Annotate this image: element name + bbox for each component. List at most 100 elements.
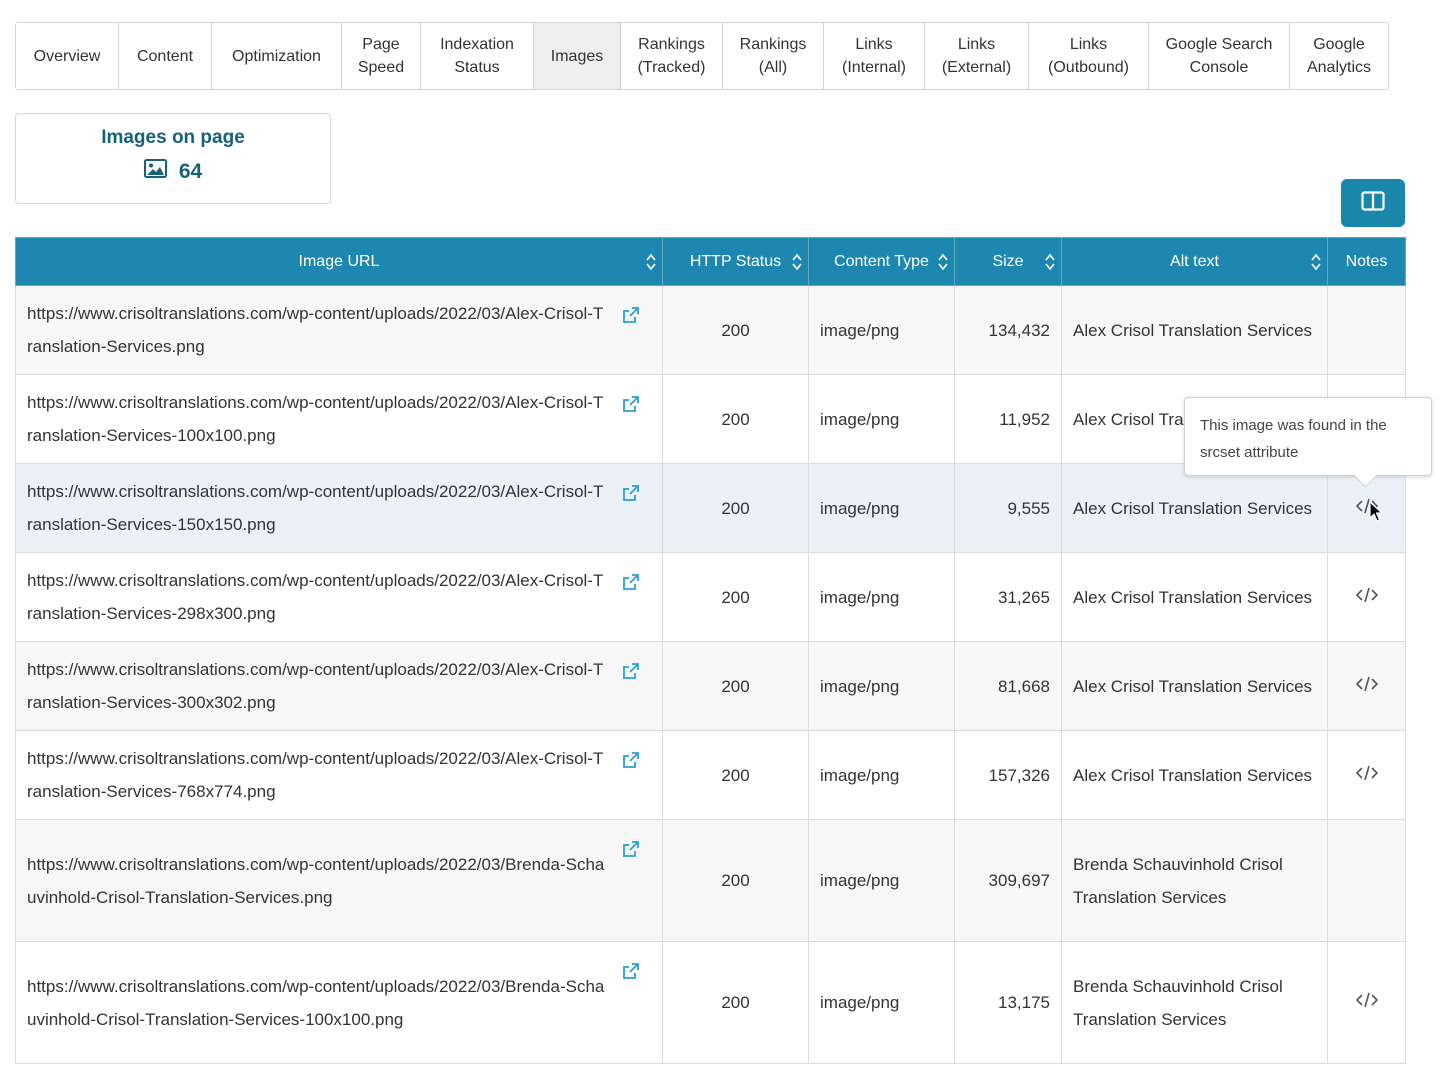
notes-cell [1327, 552, 1406, 642]
image-url-cell: https://www.crisoltranslations.com/wp-co… [15, 941, 663, 1064]
mouse-cursor-icon [1369, 501, 1383, 528]
http-status-cell: 200 [662, 285, 809, 375]
tab-google-analytics[interactable]: Google Analytics [1306, 36, 1372, 76]
size-cell: 31,265 [954, 552, 1062, 642]
content-type-cell: image/png [808, 641, 955, 731]
external-link-icon[interactable] [622, 302, 640, 335]
table-row: https://www.crisoltranslations.com/wp-co… [15, 641, 1406, 731]
alt-text-cell: Alex Crisol Translation Services [1061, 641, 1328, 731]
images-summary-card: Images on page 64 [15, 113, 331, 204]
code-icon[interactable] [1355, 992, 1379, 1012]
tab-content[interactable]: Content [119, 23, 212, 89]
content-type-cell: image/png [808, 941, 955, 1064]
table-row: https://www.crisoltranslations.com/wp-co… [15, 463, 1406, 553]
srcset-tooltip: This image was found in the srcset attri… [1184, 397, 1432, 476]
column-header-label: Alt text [1170, 252, 1219, 270]
column-toggle-button[interactable] [1341, 179, 1405, 227]
notes-cell [1327, 285, 1406, 375]
column-header-alt-text[interactable]: Alt text [1061, 237, 1328, 286]
column-header-label: Size [992, 252, 1024, 270]
code-icon[interactable] [1355, 676, 1379, 696]
image-url: https://www.crisoltranslations.com/wp-co… [27, 482, 604, 534]
content-type-cell: image/png [808, 374, 955, 464]
tab-indexation-status[interactable]: Indexation Status [421, 23, 534, 89]
image-url-cell: https://www.crisoltranslations.com/wp-co… [15, 641, 663, 731]
notes-cell [1327, 641, 1406, 731]
image-url: https://www.crisoltranslations.com/wp-co… [27, 854, 605, 907]
images-table: Image URL HTTP Status Content Type Size Alt … [15, 237, 1406, 1064]
tab-links-external[interactable]: Links (External) [925, 23, 1029, 89]
image-url-cell: https://www.crisoltranslations.com/wp-co… [15, 730, 663, 820]
http-status-cell: 200 [662, 463, 809, 553]
image-url-cell: https://www.crisoltranslations.com/wp-co… [15, 285, 663, 375]
table-row: https://www.crisoltranslations.com/wp-co… [15, 285, 1406, 375]
sort-icon[interactable] [1311, 252, 1321, 272]
image-url: https://www.crisoltranslations.com/wp-co… [27, 976, 605, 1029]
content-type-cell: image/png [808, 285, 955, 375]
http-status-cell: 200 [662, 641, 809, 731]
table-row: https://www.crisoltranslations.com/wp-co… [15, 941, 1406, 1064]
external-link-icon[interactable] [622, 836, 640, 869]
external-link-icon[interactable] [622, 480, 640, 513]
column-header-size[interactable]: Size [954, 237, 1062, 286]
size-cell: 11,952 [954, 374, 1062, 464]
column-header-label: Notes [1345, 252, 1388, 270]
image-url: https://www.crisoltranslations.com/wp-co… [27, 304, 604, 356]
columns-icon [1361, 190, 1385, 216]
notes-cell [1327, 941, 1406, 1064]
sort-icon[interactable] [792, 252, 802, 272]
image-url: https://www.crisoltranslations.com/wp-co… [27, 571, 604, 623]
alt-text-cell: Alex Crisol Translation Services [1061, 463, 1328, 553]
alt-text-cell: Brenda Schauvinhold Crisol Translation S… [1061, 941, 1328, 1064]
http-status-cell: 200 [662, 374, 809, 464]
size-cell: 309,697 [954, 819, 1062, 942]
size-cell: 134,432 [954, 285, 1062, 375]
tab-optimization[interactable]: Optimization [212, 23, 342, 89]
table-header-row: Image URL HTTP Status Content Type Size Alt … [15, 237, 1406, 286]
tab-rankings-all[interactable]: Rankings (All) [723, 23, 824, 89]
http-status-cell: 200 [662, 730, 809, 820]
image-icon [143, 159, 167, 184]
tab-links-internal[interactable]: Links (Internal) [824, 23, 925, 89]
column-header-label: Content Type [834, 252, 929, 270]
column-header-http-status[interactable]: HTTP Status [662, 237, 809, 286]
size-cell: 81,668 [954, 641, 1062, 731]
external-link-icon[interactable] [622, 658, 640, 691]
external-link-icon[interactable] [622, 958, 640, 991]
tab-images[interactable]: Images [534, 23, 621, 89]
external-link-icon[interactable] [622, 569, 640, 602]
content-type-cell: image/png [808, 552, 955, 642]
size-cell: 9,555 [954, 463, 1062, 553]
alt-text-cell: Brenda Schauvinhold Crisol Translation S… [1061, 819, 1328, 942]
tab-bar: Overview Content Optimization Page Speed Ind… [15, 22, 1389, 90]
code-icon[interactable] [1355, 765, 1379, 785]
code-icon[interactable] [1355, 587, 1379, 607]
tab-overview[interactable]: Overview [16, 23, 119, 89]
column-header-label: Image URL [298, 252, 380, 270]
size-cell: 13,175 [954, 941, 1062, 1064]
sort-icon[interactable] [938, 252, 948, 272]
sort-icon[interactable] [646, 252, 656, 272]
sort-icon[interactable] [1045, 252, 1055, 272]
http-status-cell: 200 [662, 941, 809, 1064]
image-url: https://www.crisoltranslations.com/wp-co… [27, 749, 604, 801]
image-url-cell: https://www.crisoltranslations.com/wp-co… [15, 819, 663, 942]
column-header-label: HTTP Status [689, 252, 782, 270]
table-row: https://www.crisoltranslations.com/wp-co… [15, 730, 1406, 820]
image-url-cell: https://www.crisoltranslations.com/wp-co… [15, 552, 663, 642]
image-url: https://www.crisoltranslations.com/wp-co… [27, 393, 604, 445]
http-status-cell: 200 [662, 819, 809, 942]
tab-page-speed[interactable]: Page Speed [342, 23, 421, 89]
external-link-icon[interactable] [622, 391, 640, 424]
external-link-icon[interactable] [622, 747, 640, 780]
summary-title: Images on page [101, 127, 245, 148]
tab-google-search-console[interactable]: Google Search Console [1149, 23, 1290, 89]
column-header-content-type[interactable]: Content Type [808, 237, 955, 286]
column-header-image-url[interactable]: Image URL [15, 237, 663, 286]
content-type-cell: image/png [808, 463, 955, 553]
image-url: https://www.crisoltranslations.com/wp-co… [27, 660, 604, 712]
content-type-cell: image/png [808, 730, 955, 820]
table-body: https://www.crisoltranslations.com/wp-co… [15, 285, 1406, 1064]
tab-links-outbound[interactable]: Links (Outbound) [1029, 23, 1149, 89]
tab-rankings-tracked[interactable]: Rankings (Tracked) [621, 23, 723, 89]
